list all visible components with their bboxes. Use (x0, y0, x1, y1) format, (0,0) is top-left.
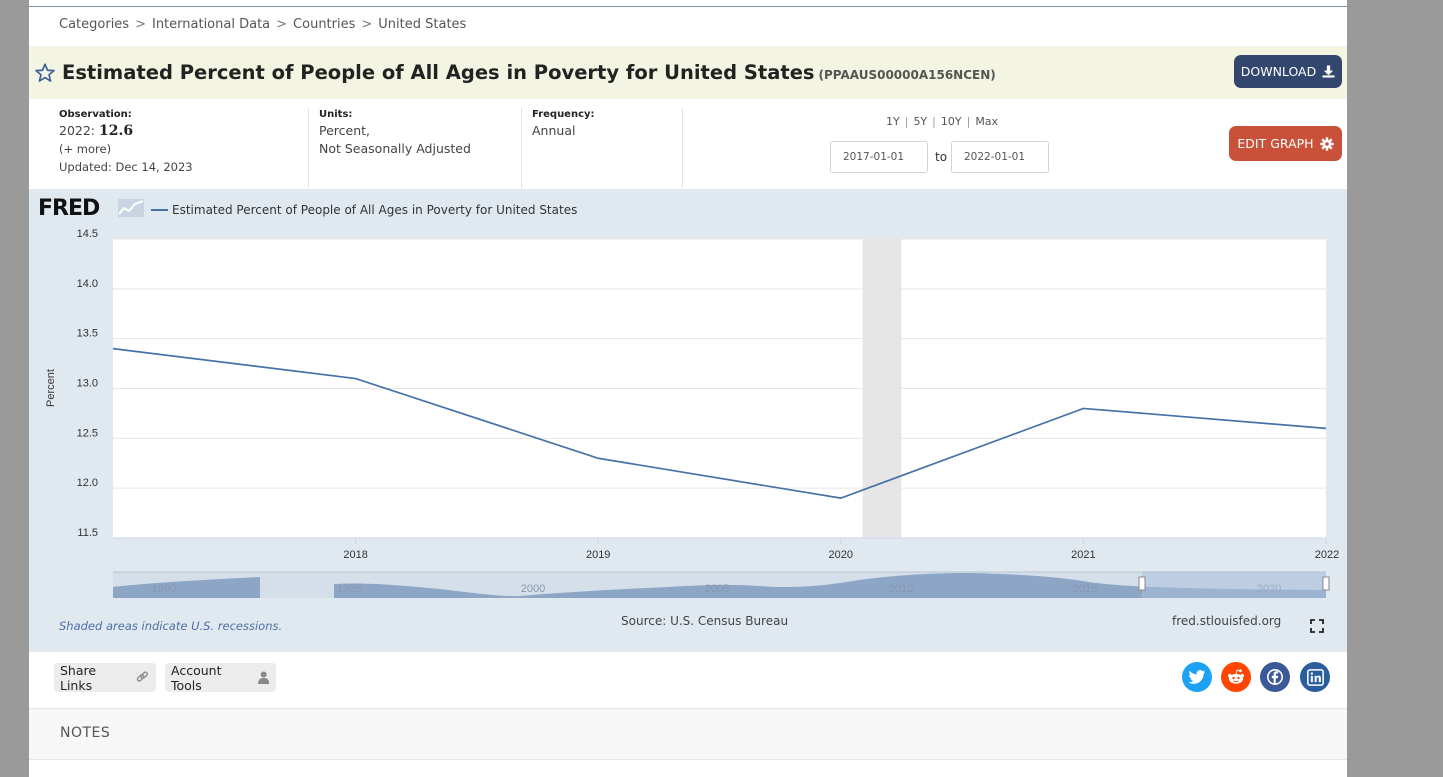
observation-label: Observation: (59, 109, 132, 120)
breadcrumb-united-states[interactable]: United States (378, 17, 467, 32)
frequency-value: Annual (532, 123, 576, 138)
edit-graph-button-label: EDIT GRAPH (1237, 136, 1314, 151)
column-divider (521, 108, 522, 188)
star-icon[interactable] (34, 62, 56, 84)
download-icon (1322, 65, 1335, 78)
navigator-tick-label: 1990 (152, 583, 176, 595)
column-divider (682, 108, 683, 188)
navigator-right-handle[interactable] (1322, 576, 1330, 591)
share-links-label: Share Links (60, 662, 97, 693)
series-line (112, 347, 1327, 500)
units-line-2: Not Seasonally Adjusted (319, 141, 471, 156)
fred-logo: FRED (38, 196, 100, 221)
page-title: Estimated Percent of People of All Ages … (62, 61, 996, 84)
y-tick-label: 13.0 (77, 378, 98, 390)
range-1y[interactable]: 1Y (886, 115, 900, 128)
x-tick-label: 2020 (829, 549, 853, 561)
units-label: Units: (319, 109, 353, 120)
y-tick-label: 13.5 (77, 328, 98, 340)
breadcrumb: Categories > International Data > Countries >… (59, 17, 466, 32)
download-button[interactable]: DOWNLOAD (1234, 55, 1342, 88)
title-bar (29, 46, 1347, 99)
observation-date: 2022: (59, 123, 96, 138)
x-tick-label: 2022 (1315, 549, 1339, 561)
account-tools-button[interactable]: Account Tools (165, 662, 276, 693)
breadcrumb-countries[interactable]: Countries (293, 17, 356, 32)
x-tick-label: 2021 (1071, 549, 1095, 561)
notes-section (29, 708, 1347, 760)
date-range-to-label: to (935, 150, 948, 164)
observation-block: Observation: 2022: 12.6 (+ more) Updated… (59, 108, 193, 176)
legend-label: Estimated Percent of People of All Ages … (172, 203, 578, 217)
notes-heading[interactable]: NOTES (60, 725, 111, 741)
navigator-tick-label: 2015 (1073, 583, 1097, 595)
navigator-left-handle[interactable] (1138, 576, 1146, 591)
navigator-series-area (334, 573, 1326, 598)
navigator-selected-range[interactable] (1142, 572, 1326, 598)
series-title-text: Estimated Percent of People of All Ages … (62, 61, 815, 84)
frequency-block: Frequency: Annual (532, 108, 595, 140)
x-tick-label: 2019 (586, 549, 610, 561)
twitter-icon[interactable] (1182, 662, 1212, 692)
units-block: Units: Percent, Not Seasonally Adjusted (319, 108, 471, 158)
y-axis-label: Percent (45, 369, 57, 407)
breadcrumb-separator: > (361, 17, 373, 32)
y-tick-label: 11.5 (77, 527, 98, 539)
fred-url[interactable]: fred.stlouisfed.org (1172, 614, 1282, 628)
linkedin-icon[interactable] (1300, 662, 1330, 692)
y-tick-label: 14.0 (77, 278, 98, 290)
range-navigator[interactable]: 1990199520002005201020152020 (113, 571, 1330, 598)
range-5y[interactable]: 5Y (913, 115, 928, 128)
units-line-1: Percent, (319, 123, 371, 138)
reddit-icon[interactable] (1221, 662, 1251, 692)
top-divider (29, 6, 1347, 7)
range-10y[interactable]: 10Y (940, 115, 962, 128)
observation-value: 12.6 (99, 123, 134, 139)
frequency-label: Frequency: (532, 109, 595, 120)
y-tick-label: 14.5 (77, 228, 98, 240)
navigator-tick-label: 2005 (705, 583, 729, 595)
line-chart: 11.5 12.0 12.5 13.0 13.5 14.0 14.5 2018 2019 202… (45, 228, 1339, 598)
gear-icon (1319, 136, 1334, 151)
navigator-tick-label: 2000 (521, 583, 545, 595)
fred-logo-chart-icon (118, 199, 144, 217)
x-tick-label: 2018 (343, 549, 367, 561)
y-tick-label: 12.5 (77, 427, 98, 439)
edit-graph-button[interactable]: EDIT GRAPH (1229, 126, 1342, 161)
download-button-label: DOWNLOAD (1240, 64, 1317, 79)
main-panel: Categories > International Data > Countries >… (29, 0, 1347, 777)
navigator-tick-label: 2010 (889, 583, 913, 595)
start-date-input[interactable]: 2017-01-01 (830, 141, 928, 173)
recession-note: Shaded areas indicate U.S. recessions. (59, 619, 283, 633)
breadcrumb-categories[interactable]: Categories (59, 17, 130, 32)
range-max[interactable]: Max (975, 115, 999, 128)
y-tick-label: 12.0 (77, 477, 98, 489)
breadcrumb-international-data[interactable]: International Data (151, 17, 271, 32)
column-divider (308, 108, 309, 188)
link-icon (137, 671, 149, 682)
updated-date: Updated: Dec 14, 2023 (59, 160, 193, 174)
range-links: 1Y | 5Y | 10Y | Max (886, 115, 999, 128)
account-tools-label: Account Tools (171, 662, 222, 693)
end-date-input[interactable]: 2022-01-01 (951, 141, 1049, 173)
fullscreen-icon[interactable] (1310, 619, 1324, 633)
user-icon (257, 671, 269, 684)
source-text: Source: U.S. Census Bureau (621, 614, 789, 628)
navigator-tick-label: 1995 (337, 583, 361, 595)
breadcrumb-separator: > (135, 17, 146, 32)
legend-swatch (151, 209, 168, 211)
navigator-series-segment (113, 577, 260, 598)
breadcrumb-separator: > (276, 17, 288, 32)
facebook-icon[interactable] (1260, 662, 1290, 692)
share-links-button[interactable]: Share Links (54, 662, 156, 693)
series-id: (PPAAUS00000A156NCEN) (818, 68, 996, 82)
more-observations-link[interactable]: (+ more) (59, 142, 112, 156)
